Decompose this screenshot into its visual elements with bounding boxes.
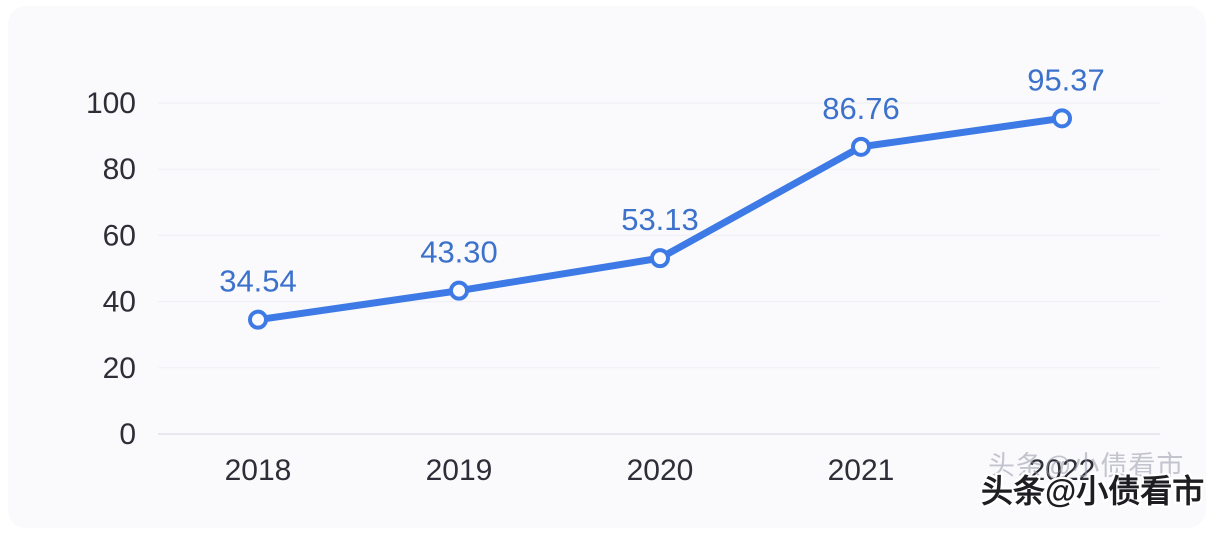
data-point-marker <box>851 136 871 157</box>
x-tick-label: 2019 <box>426 454 493 487</box>
data-point-marker <box>248 309 268 330</box>
y-tick-label: 80 <box>103 153 136 186</box>
data-point-marker <box>449 280 469 301</box>
y-tick-label: 60 <box>103 219 136 252</box>
data-point-label: 34.54 <box>219 264 297 299</box>
data-point-label: 86.76 <box>822 91 900 126</box>
y-tick-label: 100 <box>86 87 136 120</box>
data-point-label: 53.13 <box>621 202 699 237</box>
y-tick-label: 0 <box>119 418 136 451</box>
data-point-label: 95.37 <box>1027 62 1105 97</box>
x-tick-label: 2021 <box>828 454 895 487</box>
y-tick-label: 40 <box>103 286 136 319</box>
x-tick-label: 2018 <box>225 454 292 487</box>
data-point-label: 43.30 <box>420 235 498 270</box>
y-tick-label: 20 <box>103 352 136 385</box>
x-tick-label: 2020 <box>627 454 694 487</box>
data-point-marker <box>1052 108 1072 129</box>
x-tick-label: 2022 <box>1029 454 1096 487</box>
data-point-marker <box>650 248 670 269</box>
